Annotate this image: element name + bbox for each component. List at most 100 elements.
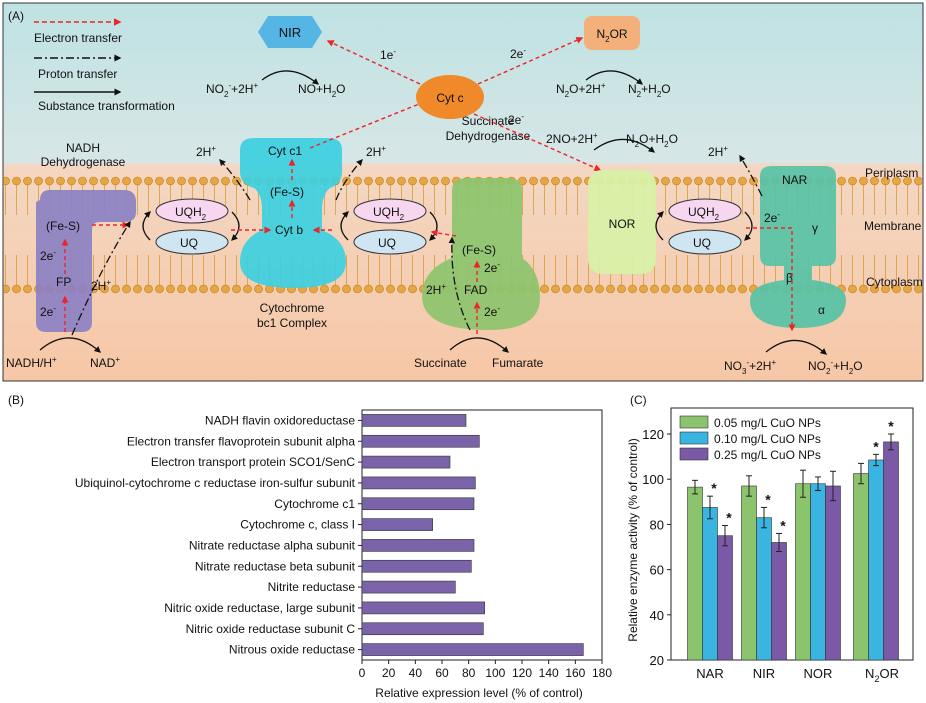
- bar-s1-c3: [868, 459, 884, 661]
- nadh-title-1: NADH: [66, 141, 100, 155]
- sdh-shape: [422, 178, 540, 330]
- uq-label-1: UQ: [180, 236, 198, 250]
- nadh-2e-upper: 2e-: [40, 248, 56, 263]
- nar-label: NAR: [782, 173, 808, 187]
- bc1-title-1: Cytochrome: [260, 301, 325, 315]
- category-label: Electron transfer flavoprotein subunit a…: [127, 434, 355, 448]
- bar-4: [361, 497, 475, 511]
- plot-frame: [361, 409, 603, 661]
- sdh-fes-label: (Fe-S): [462, 243, 496, 257]
- panel-c: (C) 20 40 60 80 100 120 * * * * * * 0.05 mg/L CuO NP…: [626, 393, 914, 684]
- significance-mark: *: [780, 517, 786, 533]
- bc1-title-2: bc1 Complex: [257, 316, 327, 330]
- nar-product: NO2-+H2O: [808, 358, 863, 376]
- xtick-label: 180: [592, 666, 612, 680]
- category-label: Nitrous oxide reductase: [229, 643, 355, 657]
- ytick-label: 120: [642, 427, 664, 442]
- xtick-label: 100: [485, 666, 505, 680]
- bar-8: [361, 580, 456, 594]
- panel-c-xticks: NAR NIR NOR N2OR: [696, 666, 899, 684]
- uq-cycle-1: UQH2 UQ: [142, 198, 240, 255]
- nadh-substrate: NADH/H+: [6, 355, 57, 370]
- bar-s1-c2: [810, 483, 826, 661]
- fumarate-label: Fumarate: [492, 356, 544, 370]
- nadh-2h-label: 2H+: [91, 278, 111, 293]
- bar-5: [361, 518, 433, 531]
- nir-enzyme: NIR NO2-+2H+ NO+H2O: [206, 16, 345, 99]
- category-label: Electron transport protein SCO1/SenC: [151, 455, 355, 469]
- bar-s2-c2: [825, 485, 841, 661]
- panel-b-xlabel: Relative expression level (% of control): [375, 686, 582, 700]
- nor-shape: [588, 170, 656, 274]
- ytick-label: 60: [650, 563, 664, 578]
- panel-c-label: (C): [630, 393, 647, 407]
- xtick-label: 20: [382, 666, 396, 680]
- category-label: NADH flavin oxidoreductase: [205, 413, 355, 427]
- xtick-label: 140: [539, 666, 559, 680]
- sdh-2e-upper: 2e-: [484, 260, 500, 275]
- bc1-b-label: Cyt b: [275, 223, 303, 237]
- nir-shape: [258, 16, 322, 48]
- uq-label-2: UQ: [378, 236, 396, 250]
- xtick-nir: NIR: [753, 666, 775, 681]
- category-label: Nitrate reductase beta subunit: [195, 559, 356, 573]
- category-label: Nitric oxide reductase subunit C: [186, 622, 356, 636]
- category-label: Nitrite reductase: [268, 580, 356, 594]
- label-cytoplasm: Cytoplasm: [866, 275, 923, 289]
- bar-s2-c0: [717, 535, 733, 661]
- nor-label: NOR: [609, 217, 636, 231]
- nar-substrate: NO3-+2H+: [724, 358, 776, 376]
- nar-shape: [750, 166, 846, 328]
- nadh-fes-label: (Fe-S): [46, 219, 80, 233]
- xtick-label: 60: [435, 666, 449, 680]
- cytochrome-bc1: Cyt c1 (Fe-S) Cyt b Cytochrome bc1 Compl…: [196, 100, 426, 330]
- n2or-substrate: N2O+2H+: [556, 81, 606, 99]
- bar-s0-c0: [687, 486, 703, 661]
- nir-substrate: NO2-+2H+: [206, 81, 258, 99]
- xtick-label: 40: [409, 666, 423, 680]
- legend-electron-label: Electron transfer: [34, 31, 122, 45]
- sdh-2h-label: 2H+: [426, 282, 446, 297]
- bar-s0-c2: [795, 483, 811, 661]
- legend-proton-label: Proton transfer: [38, 67, 117, 81]
- succinate-dehydrogenase: Succinate Dehydrogenase (Fe-S) FAD 2e- 2…: [414, 114, 544, 370]
- bar-7: [361, 559, 472, 573]
- uqh2-label-3: UQH2: [688, 205, 720, 222]
- bar-s0-c3: [853, 473, 869, 661]
- label-membrane: Membrane: [864, 219, 922, 233]
- uqh2-label-2: UQH2: [373, 205, 405, 222]
- plot-frame: [670, 407, 914, 661]
- uq-label-3: UQ: [693, 236, 711, 250]
- nadh-proton-path: [71, 220, 131, 336]
- xtick-n2or: N2OR: [865, 666, 899, 684]
- panel-b-label: (B): [8, 393, 24, 407]
- nadh-product: NAD+: [90, 355, 120, 370]
- panel-c-ylabel: Relative enzyme activity (% of control): [626, 438, 640, 641]
- bc1-fes-label: (Fe-S): [270, 185, 304, 199]
- bc1-2h-right: 2H+: [366, 144, 386, 159]
- category-label: Ubiquinol-cytochrome c reductase iron-su…: [75, 476, 356, 490]
- expression-chart: NADH flavin oxidoreductase Electron trans…: [75, 409, 612, 680]
- cytc-2e-label-1: 2e-: [510, 46, 526, 61]
- n2or-shape: [584, 16, 640, 50]
- legend-swatch-1: [679, 431, 709, 445]
- succinate-label: Succinate: [414, 356, 467, 370]
- bc1-2h-left: 2H+: [196, 144, 216, 159]
- enzyme-activity-chart: 20 40 60 80 100 120 * * * * * * 0.05 mg/L CuO NPs 0.1…: [642, 407, 914, 668]
- nir-label: NIR: [279, 25, 301, 40]
- bar-s2-c1: [771, 542, 787, 661]
- nadh-dehydrogenase: NADH Dehydrogenase (Fe-S) FP 2e- 2e- 2H+…: [6, 141, 136, 370]
- bar-s1-c0: [702, 507, 718, 661]
- category-label: Cytochrome c, class I: [240, 518, 355, 532]
- panel-a: (A) Electron transfer Proton transfer Su…: [2, 2, 924, 382]
- cytc-label: Cyt c: [436, 91, 463, 105]
- nar-alpha: α: [818, 303, 825, 317]
- significance-mark: *: [711, 480, 717, 496]
- ytick-label: 40: [650, 608, 664, 623]
- bar-6: [361, 539, 475, 552]
- category-label: Nitrate reductase alpha subunit: [189, 538, 356, 552]
- nar-beta: β: [786, 271, 793, 285]
- significance-mark: *: [765, 491, 771, 507]
- bar-s2-c3: [883, 441, 899, 661]
- panel-a-label: (A): [8, 9, 24, 23]
